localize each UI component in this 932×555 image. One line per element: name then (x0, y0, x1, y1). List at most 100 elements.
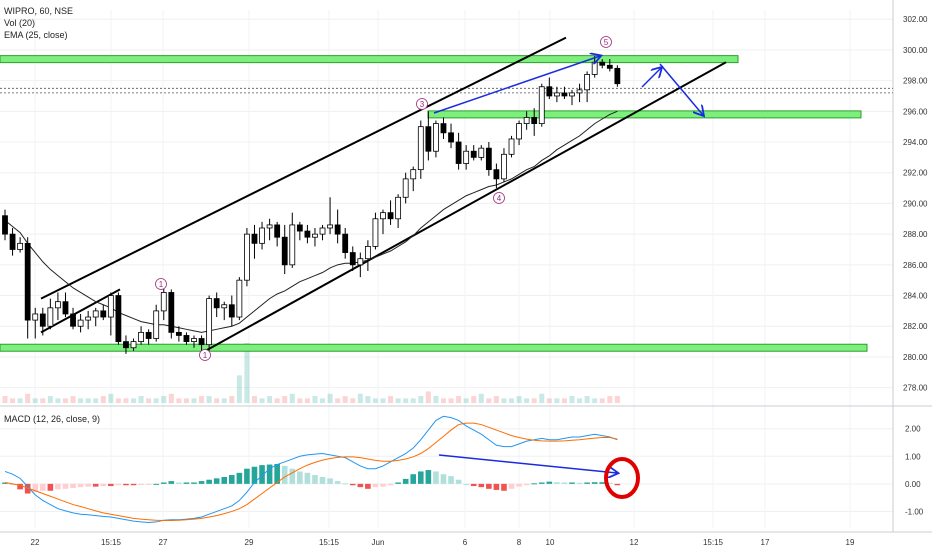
volume-bar (614, 396, 620, 403)
volume-bar (531, 398, 537, 403)
wave-label-text: 3 (420, 100, 425, 109)
macd-histogram-bar (168, 481, 175, 484)
candle-body (591, 61, 598, 75)
volume-bar (524, 398, 530, 403)
volume-bar (55, 398, 61, 403)
candle-body (327, 224, 333, 229)
candle-body (183, 335, 190, 342)
macd-histogram-bar (312, 475, 318, 484)
macd-histogram-bar (160, 482, 167, 484)
horizontal-zone (0, 55, 739, 64)
candle-body (244, 233, 250, 281)
macd-histogram-bar (266, 464, 273, 484)
candle-body (312, 233, 318, 238)
volume-label: Vol (20) (4, 18, 36, 28)
horizontal-zone (427, 110, 862, 119)
candle-body (55, 301, 61, 309)
volume-bar (176, 398, 182, 403)
volume-bar (456, 396, 462, 403)
volume-bar (138, 396, 144, 403)
candle-body (32, 313, 39, 321)
macd-histogram-bar (395, 482, 401, 484)
macd-tick-label: 2.00 (905, 425, 921, 434)
wave-label-text: 1 (203, 351, 208, 360)
candle-body (523, 117, 530, 125)
price-tick-label: 278.00 (903, 384, 928, 393)
wave-label-text: 4 (497, 194, 502, 203)
candle-body (433, 123, 439, 152)
time-tick-label: 22 (31, 538, 40, 547)
volume-bar (10, 398, 16, 403)
volume-bar (372, 398, 378, 403)
macd-title: MACD (12, 26, close, 9) (4, 414, 101, 424)
candle-body (538, 86, 545, 125)
macd-histogram-bar (531, 483, 537, 485)
volume-bar (335, 398, 341, 403)
candle-body (425, 126, 432, 152)
volume-bar (70, 396, 76, 403)
candle-body (107, 295, 114, 318)
volume-bar (123, 398, 129, 403)
volume-bar (236, 375, 242, 403)
macd-histogram-bar (357, 483, 364, 488)
candle-body (455, 141, 462, 164)
macd-histogram-bar (523, 483, 530, 486)
time-tick-label: 19 (846, 538, 855, 547)
volume-bar (40, 398, 46, 403)
volume-bar (493, 396, 499, 403)
price-tick-label: 288.00 (903, 230, 928, 239)
wave-labels: 1 1 3 4 5 (155, 36, 612, 361)
volume-bar (327, 393, 333, 403)
macd-histogram-bar (289, 468, 296, 484)
price-legend: WIPRO, 60, NSE Vol (20) EMA (25, close) (4, 5, 73, 41)
volume-bar (380, 398, 386, 403)
macd-histogram-bar (561, 482, 568, 484)
volume-bar (599, 398, 605, 403)
macd-histogram-bar (493, 483, 500, 490)
price-tick-label: 284.00 (903, 292, 928, 301)
macd-histogram-bar (123, 483, 129, 486)
macd-tick-label: -1.00 (905, 507, 924, 516)
candle-body (138, 331, 144, 342)
macd-histogram-bar (47, 483, 54, 491)
candle-body (440, 123, 447, 134)
candle-body (395, 196, 402, 220)
macd-histogram-bar (607, 482, 613, 484)
macd-tick-label: 1.00 (905, 452, 921, 461)
candles (2, 56, 621, 354)
macd-histogram-bar (70, 483, 76, 488)
candle-body (115, 295, 122, 342)
candle-body (478, 147, 485, 158)
candle-body (123, 341, 129, 349)
candle-body (364, 246, 371, 260)
price-tick-label: 294.00 (903, 138, 928, 147)
macd-histogram-bar (380, 483, 386, 487)
volume-bar (183, 398, 189, 403)
macd-histogram-bar (32, 483, 39, 493)
volume-bar (297, 398, 303, 403)
candle-body (334, 224, 341, 235)
macd-histogram-bar (538, 482, 545, 484)
volume-bar (47, 396, 53, 403)
macd-divergence-arrow (438, 454, 617, 473)
macd-histogram-bar (486, 483, 492, 489)
volume-bar (546, 398, 552, 403)
volume-bar (282, 396, 288, 403)
candle-body (380, 212, 386, 220)
volume-bar (168, 393, 174, 403)
macd-histogram-bar (145, 483, 152, 485)
time-tick-label: 15:15 (101, 538, 122, 547)
volume-bar (161, 396, 167, 403)
price-axis-labels: 302.00 300.00 298.00 296.00 294.00 292.00 290.… (903, 15, 928, 392)
candle-body (236, 279, 243, 318)
candle-body (493, 169, 500, 180)
volume-bar (2, 396, 8, 403)
macd-histogram (2, 464, 621, 494)
volume-bar (365, 396, 371, 403)
macd-histogram-bar (130, 483, 137, 486)
price-tick-label: 290.00 (903, 199, 928, 208)
candle-body (160, 292, 167, 312)
volume-bar (108, 393, 114, 403)
volume-bar (433, 396, 439, 403)
